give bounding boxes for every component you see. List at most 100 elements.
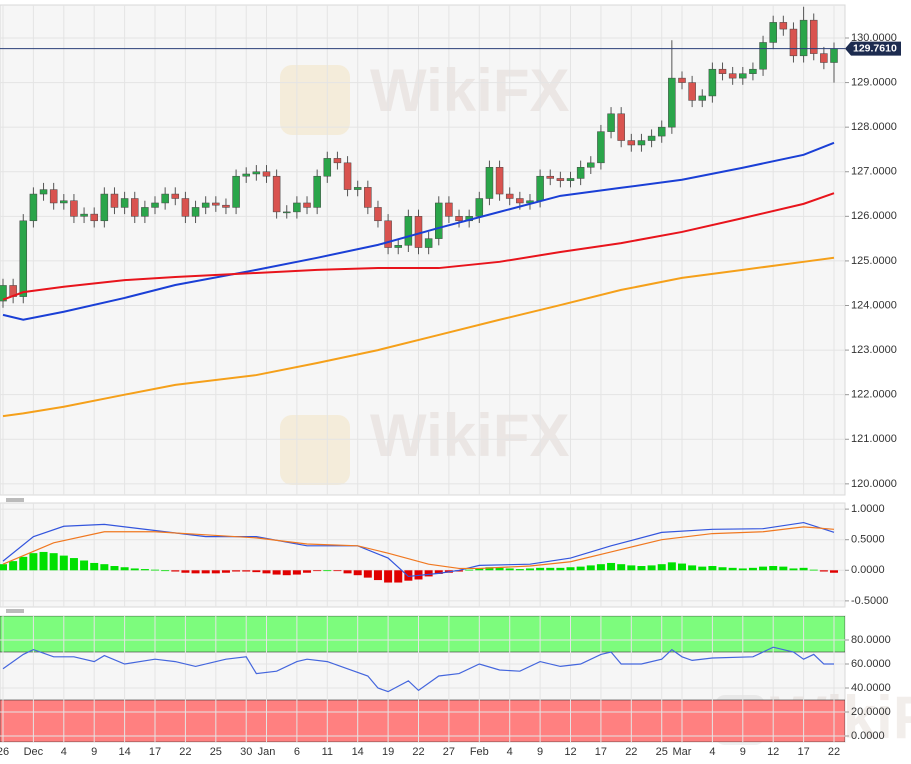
candle-body <box>668 77 676 128</box>
histogram-bar <box>586 565 595 571</box>
histogram-bar <box>292 570 301 575</box>
histogram-bar <box>748 567 757 571</box>
x-tick-label: 4 <box>507 746 513 758</box>
histogram-bar <box>819 570 828 572</box>
histogram-bar <box>830 570 838 573</box>
histogram-bar <box>19 556 28 571</box>
panel-handle[interactable] <box>6 498 24 502</box>
y-tick-label: 40.0000 <box>851 682 891 694</box>
candle-body <box>627 140 636 146</box>
y-tick-label: 0.0000 <box>851 730 885 742</box>
x-tick-label: Feb <box>470 746 489 758</box>
histogram-bar <box>211 570 220 574</box>
candle-body <box>39 189 48 195</box>
candle-body <box>181 198 190 217</box>
candle-body <box>374 207 382 222</box>
candle-body <box>556 178 565 181</box>
x-tick-label: 6 <box>294 746 300 758</box>
y-tick-label: 129.0000 <box>851 76 897 88</box>
histogram-bar <box>272 570 281 575</box>
histogram-bar <box>363 570 372 578</box>
histogram-bar <box>110 566 119 571</box>
histogram-bar <box>90 562 99 571</box>
candle-body <box>49 189 58 204</box>
histogram-bar <box>809 569 818 571</box>
watermark-logo <box>280 65 350 135</box>
histogram-bar <box>9 561 18 571</box>
x-tick-label: 17 <box>595 746 607 758</box>
histogram-bar <box>80 560 89 571</box>
line-series <box>2 526 835 570</box>
candle-body <box>475 198 484 217</box>
candle-body <box>80 213 88 217</box>
candle-body <box>404 216 413 246</box>
candle-body <box>283 211 291 214</box>
panel-handle[interactable] <box>6 609 24 613</box>
histogram-bar <box>282 570 291 576</box>
histogram-bar <box>140 569 149 571</box>
histogram-bar <box>698 566 707 571</box>
zone <box>0 699 845 742</box>
histogram-bar <box>171 570 180 572</box>
candle-body <box>546 175 554 179</box>
x-tick-label: 9 <box>740 746 746 758</box>
candle-body <box>820 53 828 63</box>
main-panel <box>0 4 846 496</box>
x-tick-label: 22 <box>828 746 840 758</box>
candle-body <box>384 220 392 248</box>
histogram-bar <box>404 570 413 581</box>
histogram-bar <box>495 567 504 571</box>
histogram-bar <box>556 567 565 571</box>
histogram-bar <box>59 555 68 571</box>
candle-body <box>749 68 757 74</box>
x-tick-label: Dec <box>24 746 44 758</box>
histogram-bar <box>576 566 585 571</box>
histogram-bar <box>49 553 58 571</box>
histogram-bar <box>455 570 464 572</box>
histogram-bar <box>647 565 656 571</box>
histogram-bar <box>485 567 494 571</box>
line-series <box>2 646 834 693</box>
histogram-bar <box>667 562 676 571</box>
x-tick-label: 27 <box>443 746 455 758</box>
histogram-bar <box>39 551 48 571</box>
candle-body <box>262 171 271 177</box>
histogram-bar <box>536 567 545 571</box>
candle-body <box>272 175 281 213</box>
candle-body <box>728 73 737 79</box>
y-tick-label: 60.0000 <box>851 658 891 670</box>
current-price-label: 129.7610 <box>853 42 897 54</box>
y-tick-label: 1.0000 <box>851 503 885 515</box>
histogram-bar <box>232 570 241 572</box>
candle-body <box>516 198 524 204</box>
candle-body <box>232 175 240 208</box>
x-tick-label: 26 <box>0 746 9 758</box>
x-tick-label: Mar <box>673 746 692 758</box>
candle-body <box>698 95 707 101</box>
candle-body <box>708 68 717 97</box>
candle-body <box>455 216 463 222</box>
candle-body <box>29 193 38 222</box>
candle-body <box>343 162 352 190</box>
watermark: WikiFX <box>370 402 569 469</box>
candle-body <box>100 193 109 222</box>
candle-body <box>789 28 798 57</box>
candle-body <box>809 19 818 54</box>
histogram-bar <box>779 566 788 571</box>
candle-body <box>110 193 119 208</box>
candle-body <box>739 73 747 79</box>
candle-body <box>536 175 544 201</box>
histogram-bar <box>130 568 139 571</box>
histogram-bar <box>789 568 798 571</box>
histogram-bar <box>323 570 332 572</box>
candle-body <box>313 175 321 208</box>
histogram-bar <box>637 566 646 571</box>
histogram-bar <box>434 570 443 574</box>
candle-body <box>60 200 68 204</box>
candle-body <box>435 202 443 239</box>
current-price-tag <box>845 41 901 56</box>
histogram-bar <box>728 567 737 571</box>
candle-body <box>19 220 28 297</box>
x-tick-label: 11 <box>322 746 333 758</box>
candle-body <box>779 22 788 30</box>
